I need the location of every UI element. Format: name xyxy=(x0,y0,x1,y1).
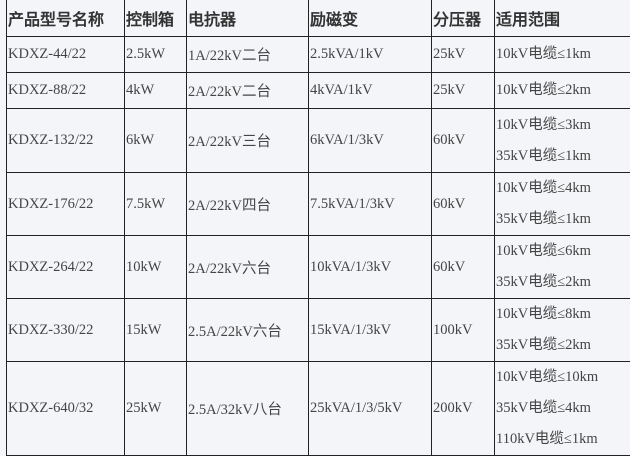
cell-control: 2.5kW xyxy=(125,37,187,73)
column-header: 电抗器 xyxy=(187,0,309,37)
scope-line: 10kV电缆≤1km xyxy=(496,39,630,70)
cell-excitation: 25kVA/1/3/5kV xyxy=(309,362,432,456)
column-header: 产品型号名称 xyxy=(7,0,125,37)
scope-line: 110kV电缆≤1km xyxy=(496,424,630,455)
cell-model: KDXZ-264/22 xyxy=(7,236,125,299)
cell-divider: 60kV xyxy=(432,109,495,173)
scope-line: 10kV电缆≤3km xyxy=(496,110,630,141)
cell-control: 15kW xyxy=(125,299,187,362)
scope-line: 35kV电缆≤1km xyxy=(496,141,630,172)
cell-excitation: 2.5kVA/1kV xyxy=(309,37,432,73)
cell-excitation: 7.5kVA/1/3kV xyxy=(309,173,432,236)
scope-line: 10kV电缆≤10km xyxy=(496,362,630,393)
cell-scope: 10kV电缆≤1km xyxy=(495,37,630,73)
cell-model: KDXZ-88/22 xyxy=(7,73,125,109)
cell-control: 7.5kW xyxy=(125,173,187,236)
cell-reactor: 2A/22kV四台 xyxy=(187,173,309,236)
cell-reactor: 1A/22kV二台 xyxy=(187,37,309,73)
cell-reactor: 2.5A/32kV八台 xyxy=(187,362,309,456)
cell-scope: 10kV电缆≤2km xyxy=(495,73,630,109)
scope-line: 35kV电缆≤2km xyxy=(496,330,630,361)
cell-divider: 25kV xyxy=(432,37,495,73)
header-row: 产品型号名称控制箱电抗器励磁变分压器适用范围 xyxy=(7,0,630,37)
cell-reactor: 2.5A/22kV六台 xyxy=(187,299,309,362)
cell-divider: 25kV xyxy=(432,73,495,109)
cell-control: 10kW xyxy=(125,236,187,299)
cell-excitation: 4kVA/1kV xyxy=(309,73,432,109)
cell-divider: 60kV xyxy=(432,236,495,299)
cell-reactor: 2A/22kV六台 xyxy=(187,236,309,299)
cell-divider: 100kV xyxy=(432,299,495,362)
column-header: 控制箱 xyxy=(125,0,187,37)
cell-reactor: 2A/22kV二台 xyxy=(187,73,309,109)
scope-line: 35kV电缆≤2km xyxy=(496,267,630,298)
scope-line: 10kV电缆≤2km xyxy=(496,75,630,106)
column-header: 励磁变 xyxy=(309,0,432,37)
cell-excitation: 15kVA/1/3kV xyxy=(309,299,432,362)
scope-line: 35kV电缆≤1km xyxy=(496,204,630,235)
cell-model: KDXZ-44/22 xyxy=(7,37,125,73)
scope-line: 35kV电缆≤4km xyxy=(496,393,630,424)
scope-line: 10kV电缆≤6km xyxy=(496,236,630,267)
cell-divider: 60kV xyxy=(432,173,495,236)
cell-model: KDXZ-330/22 xyxy=(7,299,125,362)
column-header: 适用范围 xyxy=(495,0,630,37)
cell-reactor: 2A/22kV三台 xyxy=(187,109,309,173)
column-header: 分压器 xyxy=(432,0,495,37)
cell-model: KDXZ-132/22 xyxy=(7,109,125,173)
cell-control: 4kW xyxy=(125,73,187,109)
cell-control: 25kW xyxy=(125,362,187,456)
cell-excitation: 10kVA/1/3kV xyxy=(309,236,432,299)
cell-excitation: 6kVA/1/3kV xyxy=(309,109,432,173)
cell-model: KDXZ-176/22 xyxy=(7,173,125,236)
cell-model: KDXZ-640/32 xyxy=(7,362,125,456)
cell-control: 6kW xyxy=(125,109,187,173)
scope-line: 10kV电缆≤4km xyxy=(496,173,630,204)
cell-divider: 200kV xyxy=(432,362,495,456)
scope-line: 10kV电缆≤8km xyxy=(496,299,630,330)
